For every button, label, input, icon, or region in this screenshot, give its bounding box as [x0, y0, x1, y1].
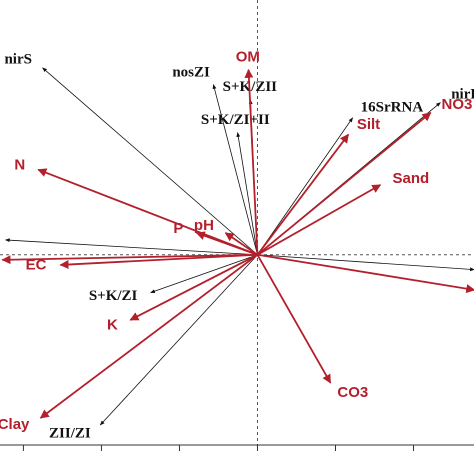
arrow: [150, 254, 258, 294]
arrow: [212, 84, 258, 255]
arrow-label: 16SrRNA: [361, 99, 424, 115]
arrow: [195, 231, 258, 256]
arrow-label: S+K/ZI+II: [201, 112, 270, 128]
arrow: [224, 232, 258, 256]
arrow: [37, 168, 258, 256]
arrow-label: P: [173, 220, 183, 237]
arrow: [257, 254, 474, 272]
arrow: [256, 254, 332, 384]
arrow: [4, 238, 258, 256]
arrow: [99, 254, 258, 426]
arrow: [39, 254, 259, 419]
arrow-label: Sand: [393, 170, 430, 187]
arrow: [256, 111, 432, 256]
arrow-label: pH: [194, 217, 214, 234]
arrow-label: N: [14, 156, 25, 173]
arrow-label: nirK: [451, 86, 474, 102]
arrow: [256, 133, 350, 256]
arrow: [244, 68, 259, 255]
arrow-label: Clay: [0, 416, 30, 433]
arrow-label: CO3: [337, 384, 368, 401]
arrow-label: Silt: [357, 116, 380, 133]
arrow-label: NO3: [442, 96, 473, 113]
arrow-label: OM: [236, 49, 260, 66]
arrow: [236, 132, 258, 255]
arrow: [257, 253, 474, 294]
arrow-label: nirS: [4, 51, 32, 67]
arrow-label: S+K/ZI: [89, 288, 138, 304]
arrow-label: K: [107, 316, 118, 333]
arrow-label: nosZI: [172, 64, 210, 80]
arrow: [257, 184, 382, 256]
arrow: [129, 253, 258, 321]
arrow: [42, 67, 258, 256]
arrow-label: EC: [26, 257, 47, 274]
arrow: [257, 117, 354, 256]
arrow: [1, 253, 258, 265]
arrow: [59, 253, 258, 270]
arrow-label: ZII/ZI: [49, 425, 91, 441]
